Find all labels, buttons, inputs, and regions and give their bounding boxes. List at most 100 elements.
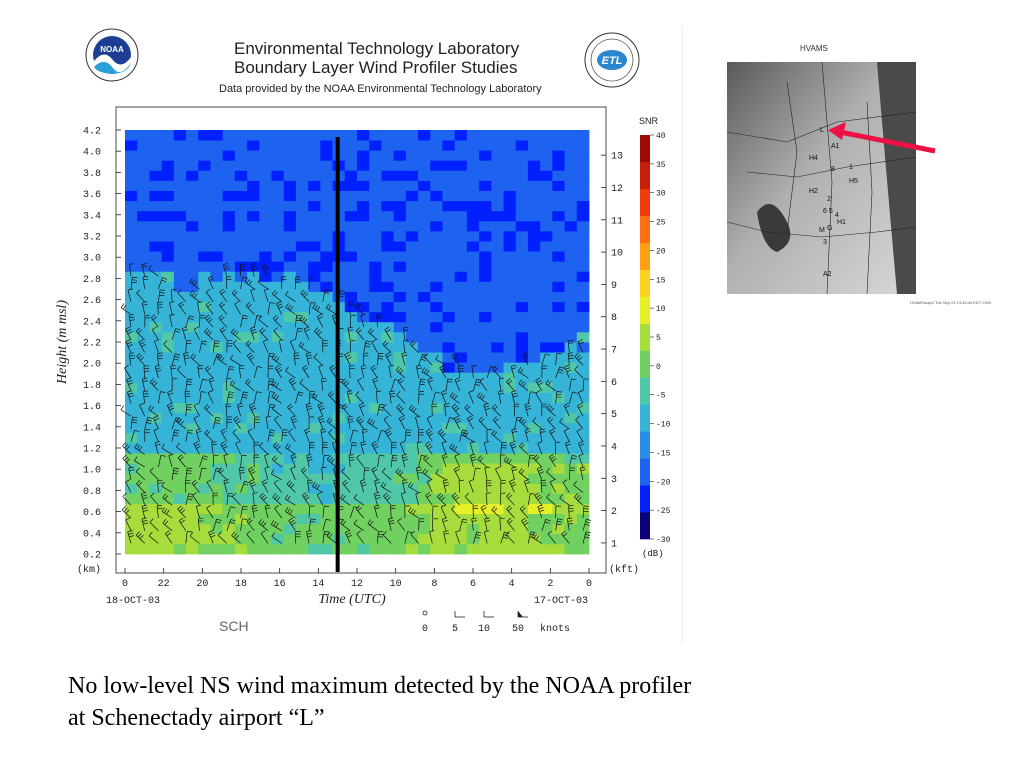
heatmap-cell: [503, 352, 517, 363]
wind-barb: [312, 486, 323, 493]
heatmap-cell: [564, 150, 578, 161]
wind-barb-flag: [407, 531, 413, 534]
wind-barb-flag: [122, 442, 127, 447]
wind-barb: [451, 495, 460, 506]
heatmap-cell: [222, 453, 236, 464]
colorbar-tick-label: -10: [656, 421, 671, 430]
wind-barb-flag: [176, 365, 181, 370]
wind-barb-flag: [512, 469, 518, 472]
wind-barb-flag: [258, 315, 263, 320]
wind-barb-flag: [360, 405, 366, 408]
heatmap-cell: [283, 170, 297, 181]
wind-barb: [130, 430, 135, 442]
heatmap-cell: [430, 271, 443, 282]
wind-barb: [355, 394, 365, 404]
wind-barb-flag: [291, 522, 296, 526]
wind-barb: [346, 391, 351, 404]
heatmap-cell: [564, 200, 578, 212]
heatmap-cell: [527, 382, 541, 393]
heatmap-cell: [161, 230, 175, 242]
heatmap-cell: [161, 261, 175, 272]
heatmap-cell: [259, 412, 272, 424]
wind-barb: [306, 531, 310, 544]
wind-barb: [574, 369, 584, 379]
heatmap-cell: [161, 503, 175, 515]
wind-barb-flag: [207, 390, 213, 394]
figure-title: Environmental Technology Laboratory: [234, 39, 520, 58]
wind-barb-flag: [462, 518, 468, 521]
heatmap-cell: [503, 442, 517, 454]
heatmap-cell: [222, 321, 236, 333]
wind-barb-flag: [453, 415, 459, 419]
heatmap-cell: [393, 503, 407, 515]
heatmap-cell: [308, 473, 321, 484]
wind-barb: [410, 534, 419, 544]
heatmap-cell: [259, 251, 272, 262]
heatmap-cell: [442, 321, 456, 333]
wind-barb: [127, 391, 132, 404]
heatmap-cell: [344, 301, 358, 313]
wind-barb-flag: [213, 345, 219, 347]
heatmap-cell: [381, 220, 395, 232]
wind-barb-flag: [458, 367, 464, 370]
wind-barb: [185, 315, 190, 328]
heatmap-cell: [173, 281, 187, 292]
wind-barb: [426, 418, 433, 430]
heatmap-cell: [381, 503, 395, 515]
heatmap-cell: [271, 331, 285, 343]
heatmap-cell: [125, 271, 138, 282]
wind-barb-flag: [397, 367, 402, 373]
wind-barb: [127, 531, 132, 544]
wind-barb-flag: [564, 364, 570, 368]
heatmap-cell: [308, 442, 321, 454]
heatmap-cell: [308, 432, 321, 444]
heatmap-cell: [186, 342, 199, 353]
wind-barb-flag: [310, 521, 316, 523]
heatmap-cell: [137, 331, 150, 343]
wind-barb-flag: [530, 531, 536, 534]
wind-barb: [171, 417, 177, 430]
heatmap-cell: [149, 533, 163, 545]
wind-barb-flag: [565, 441, 571, 444]
wind-barb: [258, 319, 269, 328]
heatmap-cell: [125, 251, 138, 262]
wind-barb-flag: [251, 483, 257, 487]
wind-barb-flag: [222, 262, 228, 266]
heatmap-cell: [552, 473, 565, 484]
heatmap-cell: [393, 453, 407, 464]
wind-barb: [219, 304, 228, 315]
wind-barb: [285, 370, 296, 379]
heatmap-cell: [564, 301, 578, 313]
heatmap-cell: [173, 402, 187, 414]
wind-barb: [280, 276, 283, 290]
wind-barb: [124, 367, 132, 379]
wind-barb-flag: [289, 519, 295, 524]
terrain-map-graphic: [727, 62, 916, 294]
heatmap-cell: [271, 251, 285, 262]
x-tick-label: 0: [586, 579, 592, 590]
wind-barb-flag: [183, 352, 189, 354]
heatmap-cell: [491, 342, 504, 353]
wind-barb-flag: [136, 480, 141, 485]
heatmap-cell: [234, 493, 248, 504]
wind-barb-flag: [411, 342, 416, 347]
heatmap-cell: [247, 150, 260, 161]
wind-barb: [355, 508, 365, 519]
heatmap-cell: [405, 503, 419, 515]
wind-barb-flag: [491, 429, 496, 435]
heatmap-cell: [442, 422, 456, 434]
heatmap-cell: [222, 331, 236, 343]
heatmap-cell: [137, 432, 150, 444]
wind-barb-flag: [204, 404, 209, 409]
wind-barb-flag: [440, 367, 446, 371]
wind-barb-flag: [374, 494, 380, 497]
wind-barb: [223, 455, 228, 468]
wind-barb-flag: [546, 467, 550, 473]
wind-barb-flag: [304, 428, 310, 431]
heatmap-cell: [137, 160, 150, 171]
heatmap-cell: [576, 230, 590, 242]
wind-barb-flag: [129, 535, 134, 538]
heatmap-cell: [405, 342, 419, 353]
wind-barb: [141, 378, 146, 391]
heatmap-cell: [308, 301, 321, 313]
